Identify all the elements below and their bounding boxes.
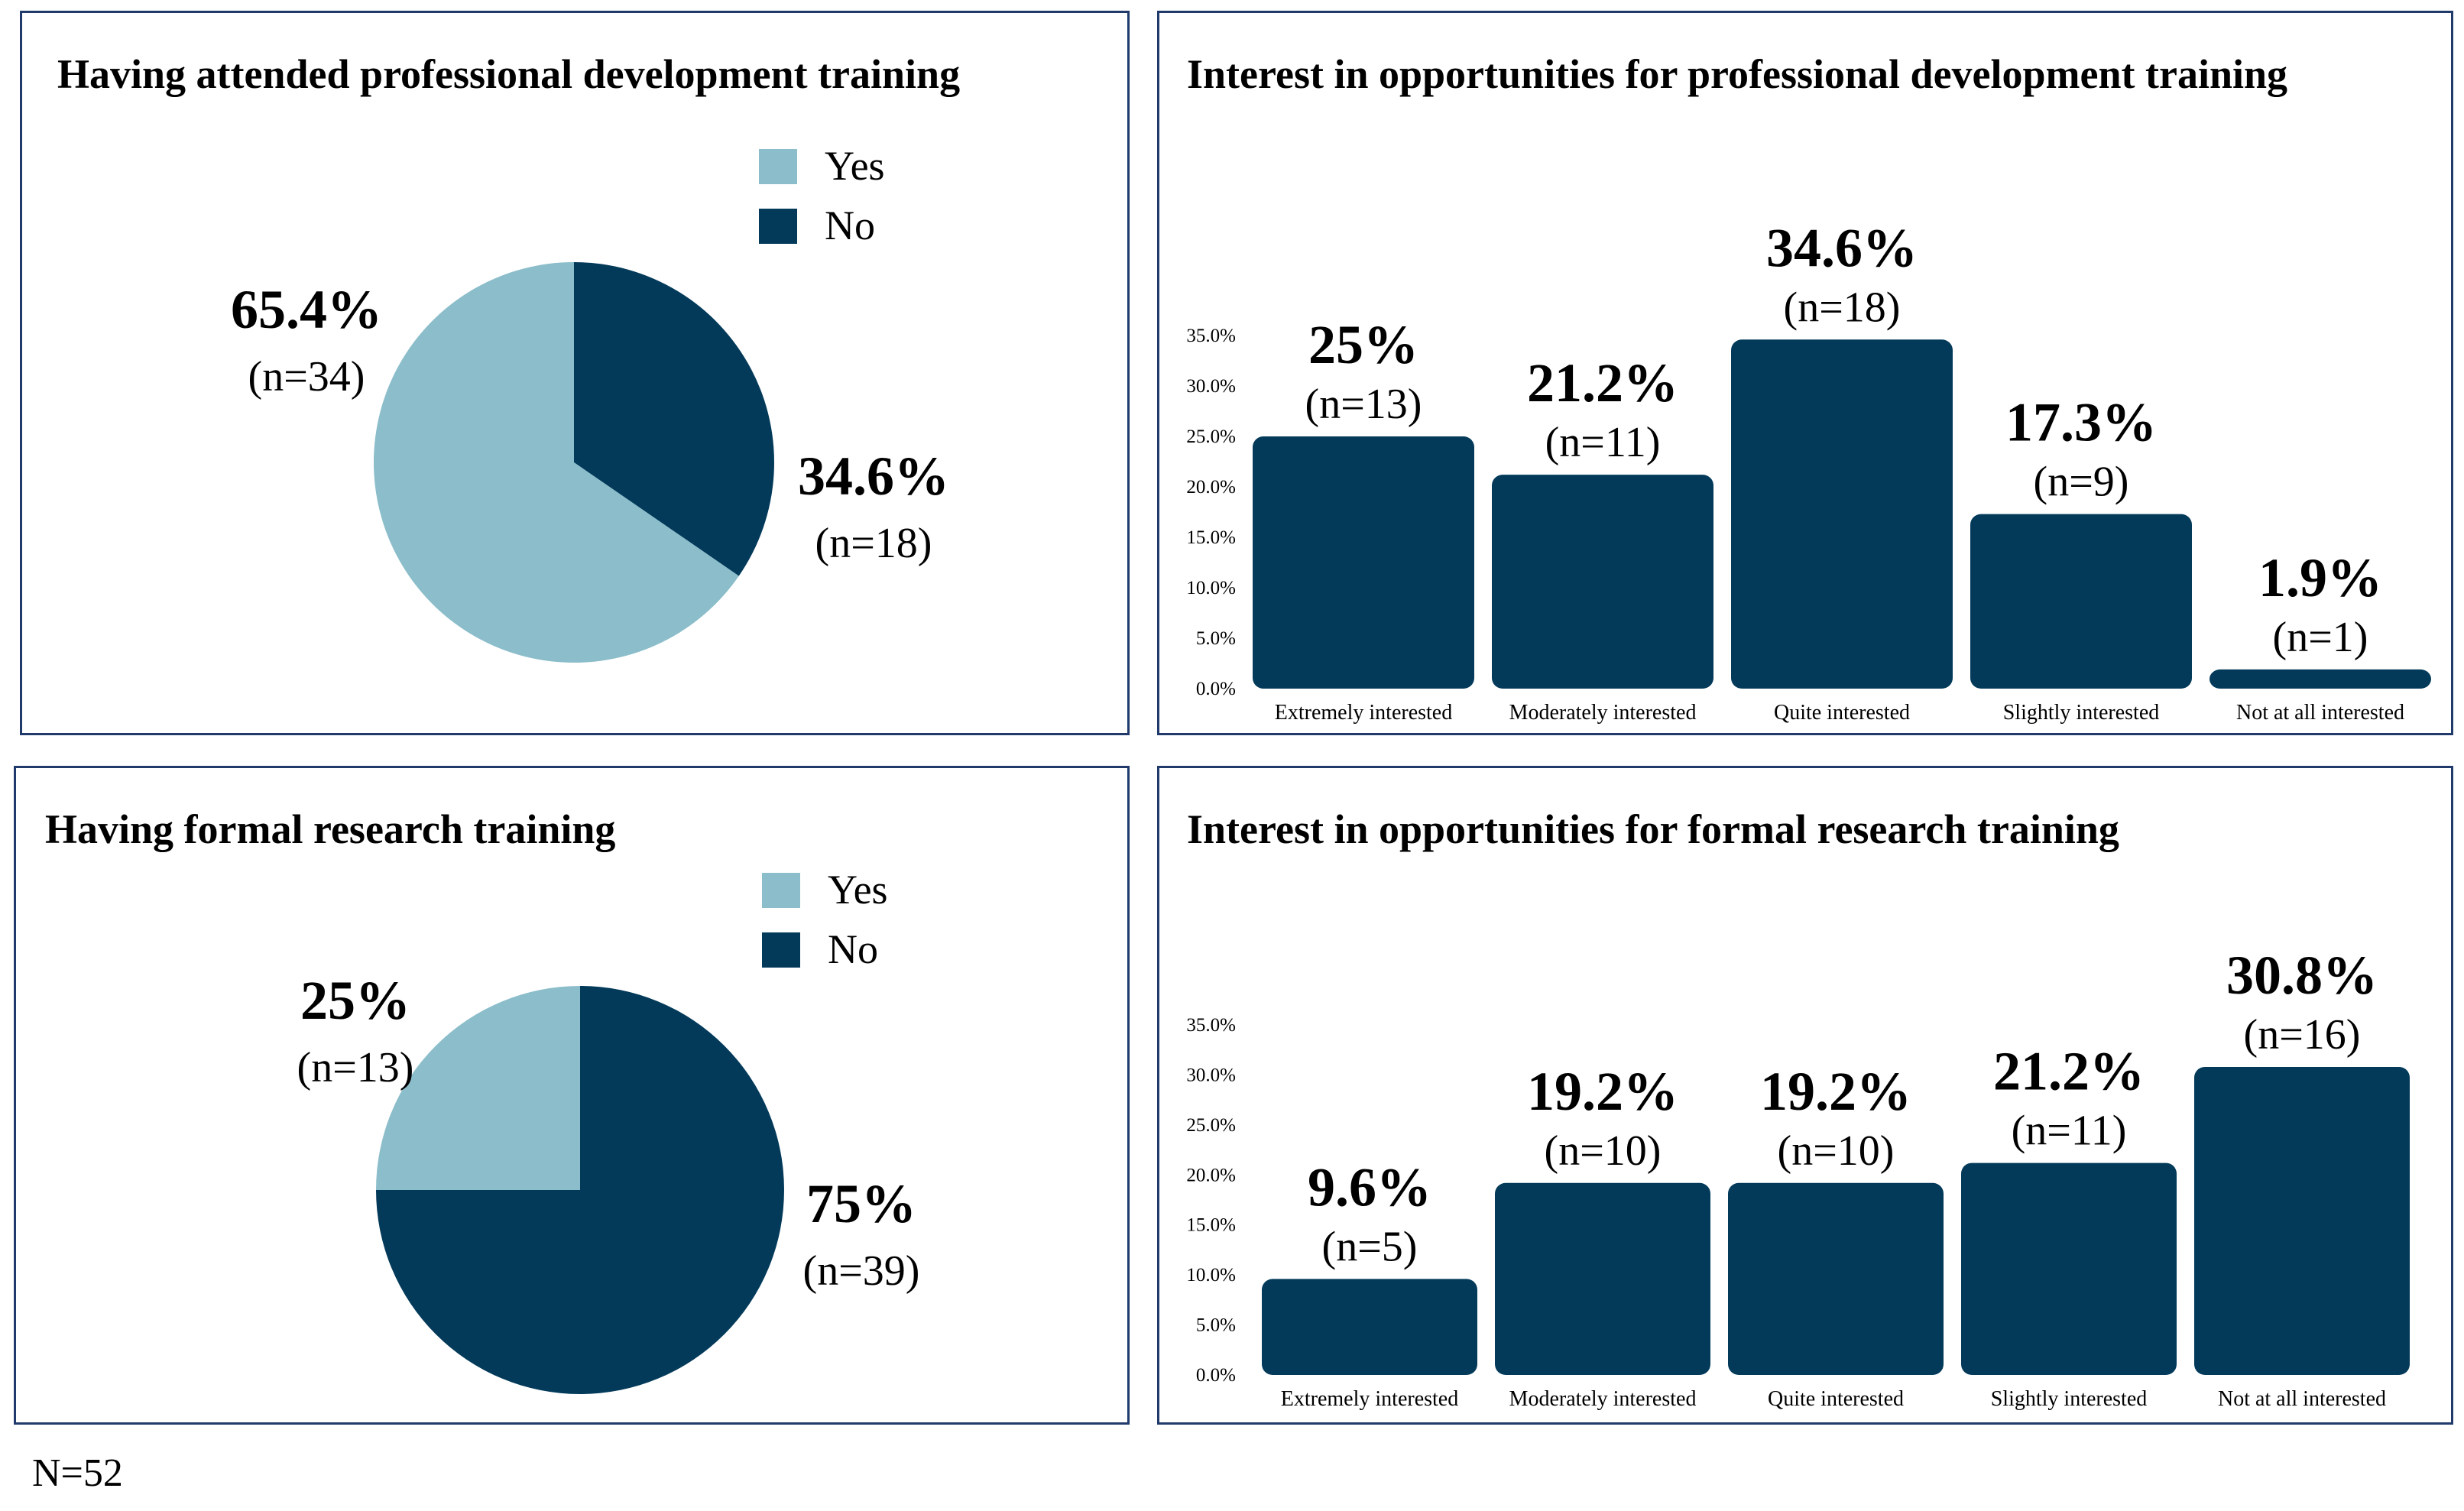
x-tick-label-1: Extremely interested	[1281, 1387, 1458, 1411]
data-label-count-4: (n=9)	[2034, 459, 2129, 506]
y-tick-label: 30.0%	[1186, 1065, 1236, 1085]
data-label-value-4: 21.2%	[1993, 1041, 2145, 1102]
y-tick-label: 25.0%	[1186, 426, 1236, 447]
pie-label-yes: 25%	[300, 970, 410, 1031]
pie-count-no: (n=18)	[815, 520, 932, 567]
bar-3	[1731, 339, 1953, 689]
data-label-value-1: 9.6%	[1308, 1156, 1431, 1218]
bar-1	[1253, 436, 1474, 689]
bar-3	[1728, 1182, 1944, 1375]
pie-chart-pd-attended: Having attended professional development…	[57, 51, 960, 663]
chart-title: Interest in opportunities for formal res…	[1187, 806, 2119, 852]
pie-panel-research-training: Having formal research training Yes No 25% (…	[14, 766, 1130, 1425]
pie-count-no: (n=39)	[803, 1247, 920, 1295]
legend-label-no: No	[825, 203, 875, 248]
bar-4	[1961, 1162, 2177, 1375]
bar-2	[1492, 475, 1713, 689]
data-label-value-3: 34.6%	[1766, 217, 1918, 278]
legend-label-yes: Yes	[825, 143, 885, 189]
data-label-count-4: (n=11)	[2012, 1107, 2127, 1155]
y-tick-label: 20.0%	[1186, 477, 1236, 498]
data-label-count-3: (n=18)	[1784, 284, 1901, 331]
data-label-value-2: 21.2%	[1527, 352, 1678, 413]
x-tick-label-5: Not at all interested	[2236, 701, 2404, 725]
pie-count-yes: (n=34)	[248, 353, 365, 400]
x-tick-label-4: Slightly interested	[1991, 1387, 2148, 1411]
bar-4	[1970, 514, 2192, 689]
legend-label-yes: Yes	[828, 867, 888, 913]
y-tick-label: 5.0%	[1196, 1315, 1236, 1336]
y-tick-label: 15.0%	[1186, 1215, 1236, 1236]
y-tick-label: 25.0%	[1186, 1115, 1236, 1136]
data-label-count-1: (n=5)	[1322, 1223, 1418, 1270]
x-tick-label-2: Moderately interested	[1509, 1387, 1697, 1411]
bar-panel-research-interest: Interest in opportunities for formal res…	[1157, 766, 2453, 1425]
y-tick-label: 10.0%	[1186, 578, 1236, 598]
x-tick-label-3: Quite interested	[1768, 1387, 1904, 1411]
data-label-count-3: (n=10)	[1778, 1127, 1895, 1175]
y-tick-label: 30.0%	[1186, 376, 1236, 397]
data-label-value-5: 30.8%	[2226, 945, 2378, 1006]
y-tick-label: 35.0%	[1186, 1015, 1236, 1036]
chart-title: Interest in opportunities for profession…	[1187, 51, 2287, 97]
chart-title: Having formal research training	[45, 806, 615, 852]
data-label-value-1: 25%	[1308, 314, 1418, 375]
legend-swatch-no	[759, 209, 797, 244]
pie-count-yes: (n=13)	[297, 1044, 414, 1091]
bar-5	[2209, 669, 2431, 689]
x-tick-label-1: Extremely interested	[1275, 701, 1452, 725]
bar-chart-research-interest: Interest in opportunities for formal res…	[1186, 806, 2410, 1411]
bar-1	[1262, 1279, 1477, 1375]
y-tick-label: 5.0%	[1196, 628, 1236, 649]
data-label-count-2: (n=11)	[1545, 419, 1661, 466]
data-label-value-4: 17.3%	[2005, 392, 2157, 453]
pie-label-yes: 65.4%	[231, 279, 382, 340]
data-label-count-5: (n=1)	[2273, 614, 2368, 661]
legend-swatch-yes	[762, 873, 800, 908]
data-label-value-2: 19.2%	[1527, 1061, 1678, 1122]
pie-label-no: 34.6%	[798, 446, 949, 507]
y-tick-label: 15.0%	[1186, 527, 1236, 548]
legend-label-no: No	[828, 926, 878, 972]
y-tick-label: 20.0%	[1186, 1165, 1236, 1185]
bar-chart-pd-interest: Interest in opportunities for profession…	[1186, 51, 2431, 725]
pie-slice-no	[574, 262, 774, 576]
legend-swatch-yes	[759, 149, 797, 184]
y-tick-label: 0.0%	[1196, 1365, 1236, 1386]
chart-title: Having attended professional development…	[57, 51, 960, 97]
pie-label-no: 75%	[806, 1173, 916, 1234]
data-label-count-2: (n=10)	[1545, 1127, 1662, 1175]
bar-5	[2194, 1066, 2410, 1375]
x-tick-label-4: Slightly interested	[2003, 701, 2160, 725]
legend-swatch-no	[762, 932, 800, 968]
data-label-value-5: 1.9%	[2258, 547, 2382, 608]
x-tick-label-5: Not at all interested	[2218, 1387, 2386, 1411]
bar-2	[1495, 1182, 1710, 1375]
y-tick-label: 10.0%	[1186, 1265, 1236, 1286]
pie-slice-yes	[374, 262, 739, 663]
pie-chart-research-training: Having formal research training Yes No 25% (…	[45, 806, 920, 1394]
x-tick-label-3: Quite interested	[1774, 701, 1910, 725]
x-tick-label-2: Moderately interested	[1509, 701, 1697, 725]
data-label-value-3: 19.2%	[1760, 1061, 1911, 1122]
pie-panel-pd-attended: Having attended professional development…	[20, 11, 1130, 735]
bar-panel-pd-interest: Interest in opportunities for profession…	[1157, 11, 2453, 735]
sample-size-note: N=52	[32, 1451, 123, 1495]
y-tick-label: 0.0%	[1196, 679, 1236, 699]
data-label-count-1: (n=13)	[1305, 381, 1422, 428]
data-label-count-5: (n=16)	[2244, 1011, 2361, 1059]
y-tick-label: 35.0%	[1186, 326, 1236, 346]
pie-slice-yes	[376, 986, 580, 1190]
